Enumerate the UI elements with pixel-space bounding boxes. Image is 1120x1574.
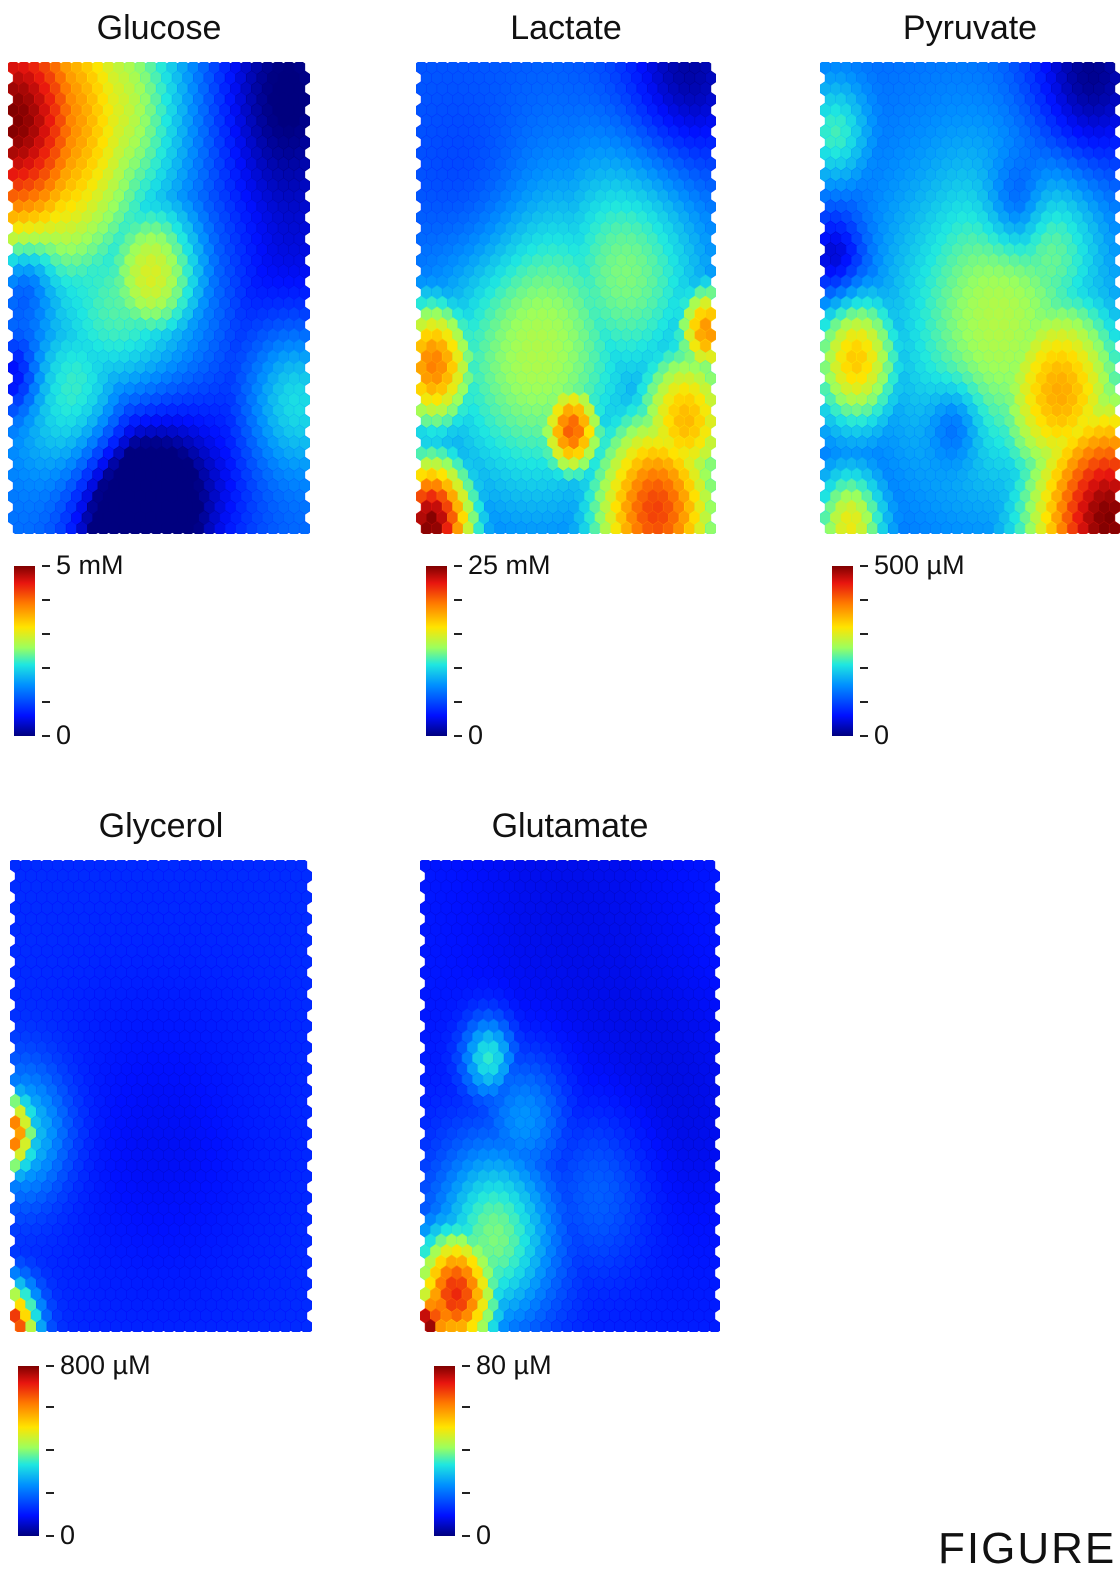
panel-title: Glutamate: [420, 806, 720, 846]
colorbar-tick: [454, 667, 462, 669]
panel-glucose: Glucose 5 mM 0: [8, 8, 310, 768]
colorbar-tick: [42, 667, 50, 669]
colorbar-tick: [46, 1406, 54, 1408]
colorbar-min-label: 0: [60, 1520, 75, 1550]
colorbar-gradient: [14, 566, 35, 736]
panel-lactate: Lactate 25 mM 0: [416, 8, 716, 768]
colorbar-tick: [860, 599, 868, 601]
som-heatmap-glucose: [8, 62, 310, 534]
panel-title: Pyruvate: [820, 8, 1120, 48]
colorbar-gradient: [18, 1366, 39, 1536]
panel-title: Glucose: [8, 8, 310, 48]
colorbar-tick: [454, 599, 462, 601]
som-heatmap-lactate: [416, 62, 716, 534]
panel-title: Lactate: [416, 8, 716, 48]
som-heatmap-glycerol: [10, 860, 312, 1332]
panel-pyruvate: Pyruvate 500 µM 0: [820, 8, 1120, 768]
panel-glutamate: Glutamate 80 µM 0: [420, 806, 720, 1551]
colorbar-min-label: 0: [874, 720, 889, 750]
panel-title: Glycerol: [10, 806, 312, 846]
colorbar-gradient: [426, 566, 447, 736]
colorbar-tick: [860, 667, 868, 669]
colorbar-tick: [454, 701, 462, 703]
colorbar-tick: [46, 1492, 54, 1494]
colorbar-min-label: 0: [56, 720, 71, 750]
colorbar-max-label: 25 mM: [468, 550, 551, 580]
colorbar-gradient: [832, 566, 853, 736]
colorbar-tick: [46, 1449, 54, 1451]
som-heatmap-pyruvate: [820, 62, 1120, 534]
colorbar-tick: [42, 599, 50, 601]
som-heatmap-glutamate: [420, 860, 720, 1332]
colorbar-min-label: 0: [468, 720, 483, 750]
colorbar-tick: [42, 701, 50, 703]
colorbar-max-label: 5 mM: [56, 550, 124, 580]
colorbar-tick: [860, 633, 868, 635]
colorbar-tick: [454, 633, 462, 635]
colorbar-tick: [860, 701, 868, 703]
colorbar-tick: [42, 633, 50, 635]
colorbar-max-label: 800 µM: [60, 1350, 151, 1380]
panel-glycerol: Glycerol 800 µM 0: [10, 806, 312, 1551]
colorbar-max-label: 500 µM: [874, 550, 965, 580]
